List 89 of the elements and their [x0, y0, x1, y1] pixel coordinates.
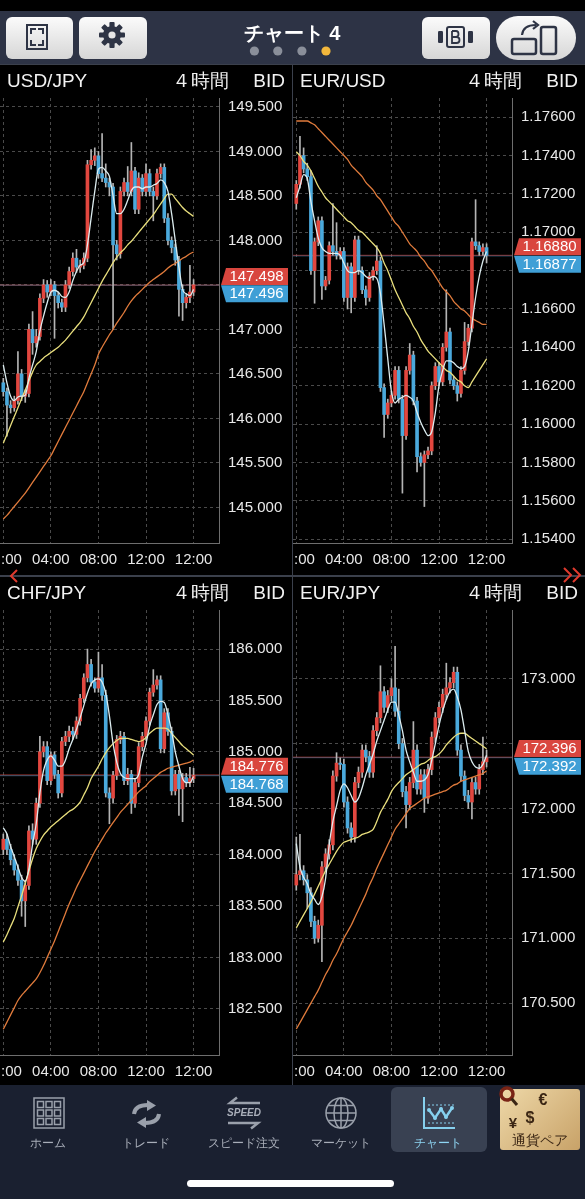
- x-tick-label: 12:00: [174, 1062, 213, 1080]
- y-tick-label: 146.000: [228, 408, 283, 426]
- text: BID: [253, 582, 285, 604]
- text: トレード: [122, 1136, 170, 1150]
- x-tick-label: 12:00: [467, 550, 506, 568]
- x-tick-label: 12:00: [467, 1062, 506, 1080]
- y-tick-label: 1.16600: [521, 299, 576, 317]
- chart-subtitle: ４時間: [172, 70, 230, 92]
- y-tick-label: 184.000: [228, 844, 283, 862]
- chart-title: USD/JPY: [7, 70, 88, 92]
- y-tick-label: 147.000: [228, 319, 283, 337]
- text: ¥: [508, 1113, 518, 1131]
- y-tick-label: 1.16200: [521, 375, 576, 393]
- x-tick-label: 08:00: [372, 550, 411, 568]
- ref-line-label: 184.776: [229, 756, 284, 774]
- x-tick-label: 08:00: [79, 1062, 118, 1080]
- text: BID: [546, 582, 578, 604]
- y-tick-label: 1.17000: [521, 222, 576, 240]
- y-tick-label: 149.500: [228, 97, 283, 115]
- y-tick-label: 145.000: [228, 497, 283, 515]
- y-tick-label: 1.15400: [521, 529, 576, 547]
- x-tick-label: :00: [1, 550, 22, 568]
- x-tick-label: 12:00: [420, 1062, 458, 1080]
- y-tick-label: 1.17600: [521, 107, 576, 125]
- y-tick-label: 149.000: [228, 141, 283, 159]
- y-tick-label: 148.500: [228, 186, 283, 204]
- text: チャート: [414, 1136, 462, 1150]
- ref-line-label: 1.16877: [522, 255, 577, 272]
- ref-line-label: 147.496: [229, 284, 284, 302]
- ref-line-label: 147.498: [229, 267, 284, 285]
- x-tick-label: 08:00: [372, 1062, 411, 1080]
- y-tick-label: 185.000: [228, 741, 283, 759]
- line-series: [2, 759, 195, 1030]
- text: 通貨ペア: [512, 1132, 568, 1148]
- y-tick-label: 148.000: [228, 230, 283, 248]
- chart-title: EUR/JPY: [300, 582, 381, 604]
- x-tick-label: 12:00: [420, 550, 458, 568]
- ref-line-label: 172.392: [522, 756, 577, 774]
- x-tick-label: 08:00: [79, 550, 118, 568]
- y-tick-label: 170.500: [521, 993, 576, 1011]
- x-tick-label: :00: [294, 550, 315, 568]
- y-tick-label: 145.500: [228, 453, 283, 471]
- text: SPEED: [227, 1107, 261, 1118]
- y-tick-label: 184.500: [228, 793, 283, 811]
- text: BID: [546, 70, 578, 92]
- y-tick-label: 1.16000: [521, 414, 576, 432]
- line-series: [295, 732, 488, 929]
- y-tick-label: 171.000: [521, 928, 576, 946]
- ref-line-label: 1.16880: [522, 237, 577, 255]
- y-tick-label: 1.15800: [521, 452, 576, 470]
- y-tick-label: 186.000: [228, 639, 283, 657]
- y-tick-label: 185.500: [228, 690, 283, 708]
- x-tick-label: :00: [1, 1062, 22, 1080]
- text: $: [525, 1109, 535, 1126]
- text: スピード注文: [207, 1136, 280, 1150]
- y-tick-label: 1.17400: [521, 145, 576, 163]
- x-tick-label: 04:00: [32, 1062, 70, 1080]
- x-tick-label: 12:00: [127, 550, 165, 568]
- x-tick-label: 12:00: [174, 550, 213, 568]
- y-tick-label: 172.000: [521, 798, 576, 816]
- line-series: [295, 120, 488, 325]
- x-tick-label: 04:00: [32, 550, 70, 568]
- text: ホーム: [30, 1136, 66, 1150]
- y-tick-label: 173.000: [521, 668, 576, 686]
- y-tick-label: 1.16400: [521, 337, 576, 355]
- text: €: [538, 1091, 548, 1108]
- chart-subtitle: ４時間: [465, 70, 523, 92]
- x-tick-label: 04:00: [325, 550, 363, 568]
- chart-subtitle: ４時間: [172, 582, 230, 604]
- text: マーケット: [310, 1136, 371, 1150]
- chart-title: EUR/USD: [300, 70, 386, 92]
- candlestick: [331, 203, 335, 256]
- ref-line-label: 172.396: [522, 739, 577, 757]
- y-tick-label: 171.500: [521, 863, 576, 881]
- y-tick-label: 183.000: [228, 947, 283, 965]
- y-tick-label: 183.500: [228, 896, 283, 914]
- x-tick-label: :00: [294, 1062, 315, 1080]
- ref-line-label: 184.768: [229, 774, 284, 792]
- x-tick-label: 04:00: [325, 1062, 363, 1080]
- line-series: [2, 193, 195, 444]
- chart-title: CHF/JPY: [7, 582, 87, 604]
- text: チャート 4: [243, 21, 341, 44]
- y-tick-label: 1.17200: [521, 184, 576, 202]
- y-tick-label: 182.500: [228, 998, 283, 1016]
- y-tick-label: 146.500: [228, 364, 283, 382]
- chart-subtitle: ４時間: [465, 582, 523, 604]
- x-tick-label: 12:00: [127, 1062, 165, 1080]
- text: BID: [253, 70, 285, 92]
- y-tick-label: 1.15600: [521, 490, 576, 508]
